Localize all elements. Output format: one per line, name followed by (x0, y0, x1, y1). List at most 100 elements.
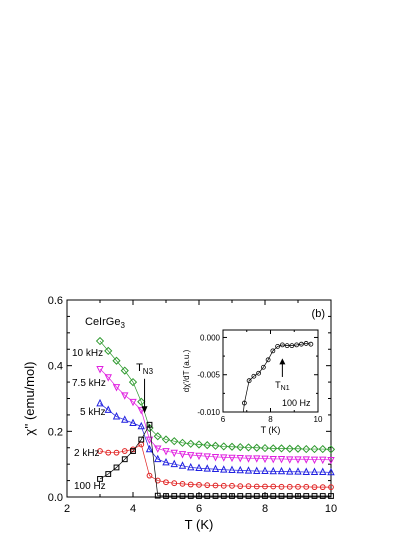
data-point (203, 453, 211, 461)
data-point (121, 392, 129, 400)
x-tick-labels: 2 4 6 8 10 (64, 503, 337, 515)
data-point (162, 458, 170, 466)
data-point (236, 455, 244, 463)
data-point (253, 466, 261, 474)
data-point (252, 443, 261, 452)
data-point (311, 484, 318, 491)
series-2-kHz (97, 441, 334, 491)
data-point (253, 483, 260, 490)
inset-frame (222, 329, 319, 413)
data-point (154, 454, 162, 463)
inset-series-label: 100 Hz (282, 398, 311, 408)
series-5-kHz (96, 398, 335, 476)
data-point (295, 493, 301, 499)
inset-y-tick-label: -0.010 (197, 408, 220, 417)
data-point (171, 493, 178, 499)
data-point (178, 461, 187, 469)
data-point (228, 465, 236, 473)
data-point (146, 421, 153, 428)
data-point (244, 443, 253, 452)
data-point (236, 465, 244, 474)
data-point (170, 449, 178, 458)
data-point (104, 405, 112, 413)
data-point (187, 462, 195, 471)
data-point (211, 454, 220, 462)
data-point (260, 443, 270, 453)
compound-base: CeIrGe (85, 316, 120, 328)
inset-series (241, 341, 314, 413)
tn3-arrow-head (141, 406, 148, 414)
inset-axis-ticks (222, 330, 319, 413)
data-point (219, 442, 228, 451)
data-point (129, 418, 137, 427)
data-point (104, 374, 112, 382)
data-point (187, 493, 194, 499)
y-axis-label: χ'' (emu/mol) (22, 362, 37, 436)
data-point (211, 464, 220, 472)
series-label: 5 kHz (80, 407, 106, 418)
data-point (328, 493, 334, 499)
data-point (137, 407, 145, 415)
data-point (327, 456, 335, 465)
data-point (278, 493, 285, 499)
x-tick-label: 2 (64, 503, 70, 515)
inset-plot: 6 8 10 0.000 -0.005 -0.010 T (K) dχ'/dT (a.u… (182, 329, 323, 435)
data-point (95, 336, 105, 346)
main-plot: 2 4 6 8 10 0.0 0.2 0.4 0.6 10 kHz 7.5 kHz 5 kHz 2 … (22, 295, 337, 532)
inset-x-tick-label: 6 (221, 415, 226, 424)
inset-data-point (246, 378, 252, 384)
tn3-annotation: TN3 (136, 362, 154, 414)
series-100-Hz (97, 421, 334, 499)
data-point (186, 439, 195, 448)
data-point (245, 483, 252, 490)
data-point (244, 466, 253, 474)
data-point (112, 412, 121, 420)
inset-data-point (294, 342, 300, 348)
inset-data-point (289, 343, 295, 349)
inset-data-point (275, 343, 281, 349)
data-point (178, 438, 187, 447)
data-point (105, 471, 112, 477)
data-point (220, 465, 228, 473)
data-point (153, 432, 162, 441)
data-point (212, 482, 219, 489)
data-point (286, 456, 294, 464)
series-layer (95, 336, 336, 499)
data-point (96, 366, 104, 374)
data-point (203, 441, 212, 450)
data-point (237, 493, 244, 499)
data-point (261, 455, 269, 464)
inset-data-point (251, 373, 257, 379)
inset-data-point (270, 348, 276, 354)
data-point (154, 477, 161, 484)
data-point (294, 467, 302, 475)
data-point (179, 480, 186, 487)
inset-y-tick-label: 0.000 (200, 333, 221, 342)
inset-data-point (308, 341, 314, 347)
data-point (130, 448, 136, 454)
data-point (302, 444, 311, 454)
tn1-base: T (275, 380, 281, 390)
data-point (194, 440, 204, 449)
y-tick-label: 0.2 (48, 426, 63, 438)
data-point (270, 493, 277, 499)
inset-data-point (284, 343, 290, 349)
series-10-kHz (95, 336, 336, 454)
series-label: 2 kHz (74, 448, 100, 459)
data-point (286, 493, 293, 499)
data-point (295, 483, 301, 490)
data-point (196, 481, 202, 488)
data-point (227, 442, 237, 451)
data-point (121, 415, 129, 423)
data-point (145, 444, 154, 453)
data-point (195, 452, 203, 461)
data-point (229, 482, 235, 489)
data-point (105, 449, 112, 456)
x-axis-label: T (K) (185, 517, 214, 532)
data-point (170, 437, 179, 446)
data-point (154, 445, 162, 453)
compound-subscript: 3 (120, 321, 125, 330)
tn3-base: T (136, 362, 143, 374)
x-tick-label: 4 (130, 503, 136, 515)
tn1-subscript: N1 (281, 385, 290, 392)
